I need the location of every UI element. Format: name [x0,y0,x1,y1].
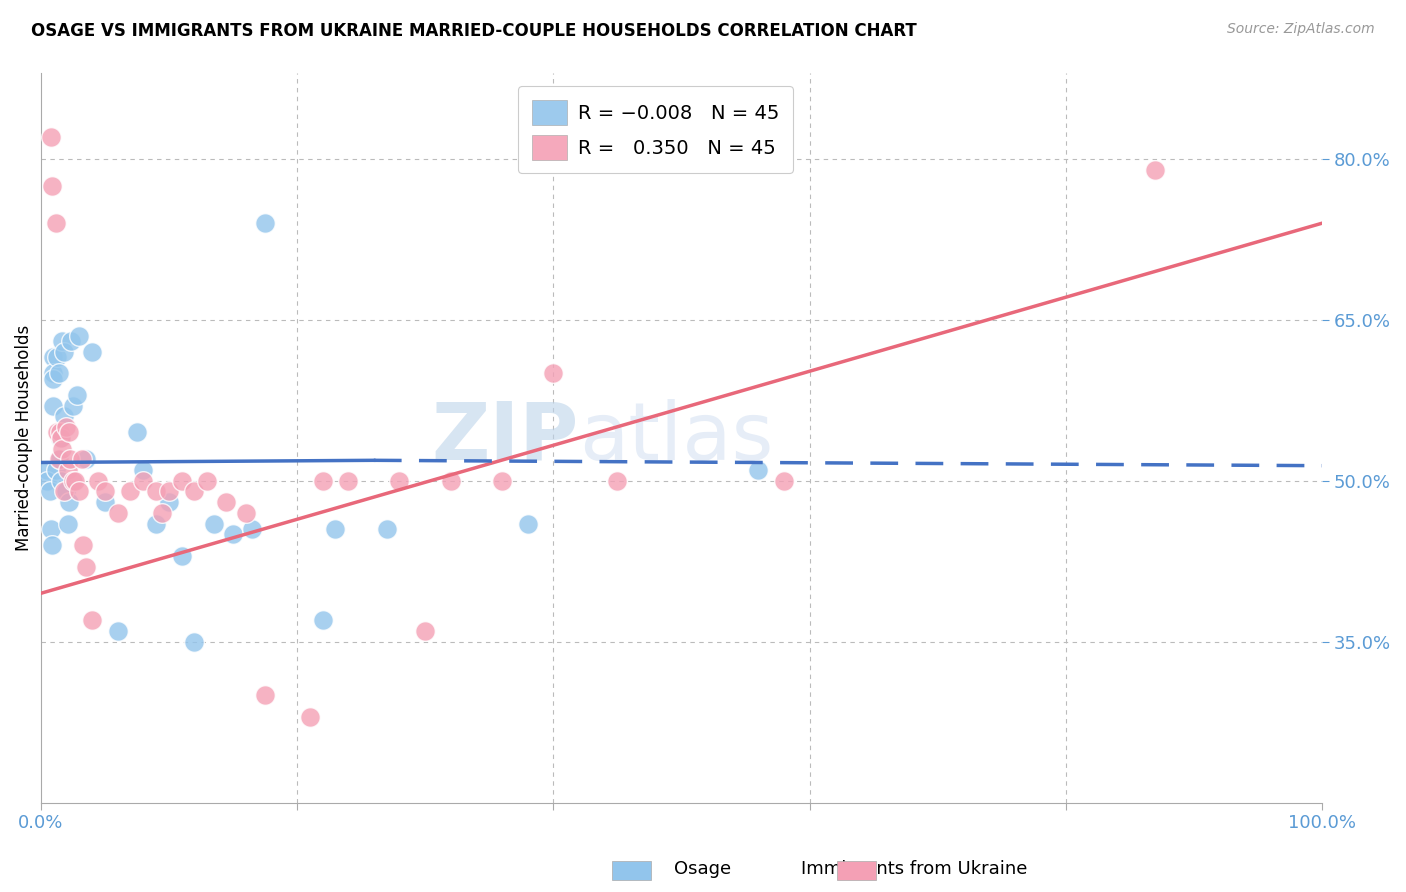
Point [325,522,347,536]
Point [375,522,398,536]
Point [35,463,58,477]
Point [107,624,129,638]
Point [48,367,70,381]
Text: Source: ZipAtlas.com: Source: ZipAtlas.com [1227,22,1375,37]
Point [747,463,769,477]
Point [75,452,97,467]
Point [311,613,333,627]
Point [60,334,83,349]
Point [72,538,94,552]
Text: OSAGE VS IMMIGRANTS FROM UKRAINE MARRIED-COUPLE HOUSEHOLDS CORRELATION CHART: OSAGE VS IMMIGRANTS FROM UKRAINE MARRIED… [31,22,917,40]
Point [183,634,205,648]
Point [773,474,796,488]
Point [253,688,276,702]
Point [157,495,180,509]
Point [93,495,115,509]
Point [41,178,63,193]
Point [58,495,80,509]
Point [38,484,60,499]
Point [56,463,79,477]
Point [311,474,333,488]
Point [541,367,564,381]
Point [87,474,110,488]
Point [58,425,80,440]
Point [145,516,167,531]
Point [55,484,77,499]
Point [42,399,65,413]
Point [51,474,73,488]
Point [298,710,321,724]
Point [516,516,538,531]
Point [49,452,72,467]
Text: ZIP: ZIP [432,399,579,477]
Point [41,538,63,552]
Point [51,431,73,445]
Point [132,474,155,488]
Point [67,484,90,499]
Point [46,425,69,440]
Text: Immigrants from Ukraine: Immigrants from Ukraine [800,860,1028,878]
Point [51,334,73,349]
Point [120,484,142,499]
Point [107,506,129,520]
Point [93,484,115,499]
Point [80,613,103,627]
Point [388,474,411,488]
Point [59,452,82,467]
Point [491,474,513,488]
Point [152,506,174,520]
Point [35,474,58,488]
Point [42,351,65,365]
Point [606,474,628,488]
Point [170,474,193,488]
Point [215,495,238,509]
Point [157,484,180,499]
Point [45,463,67,477]
Y-axis label: Married-couple Households: Married-couple Households [15,325,32,551]
Point [253,216,276,230]
Point [39,130,62,145]
Point [56,516,79,531]
Point [65,474,87,488]
Point [413,624,436,638]
Point [240,522,263,536]
Point [45,216,67,230]
Point [195,474,218,488]
Point [183,484,205,499]
Point [65,388,87,402]
Point [440,474,463,488]
Point [55,420,77,434]
Point [202,516,225,531]
Point [62,474,84,488]
Point [1144,162,1167,177]
Point [125,425,148,440]
Point [62,399,84,413]
Point [49,431,72,445]
Point [52,409,75,424]
Point [337,474,360,488]
Point [49,425,72,440]
Point [46,351,69,365]
Point [48,452,70,467]
Point [235,506,257,520]
Point [70,452,93,467]
Point [51,442,73,456]
Point [145,484,167,499]
Point [132,463,155,477]
Point [53,484,76,499]
Text: Osage: Osage [675,860,731,878]
Point [42,372,65,386]
Point [39,522,62,536]
Point [42,367,65,381]
Point [170,549,193,563]
Point [75,559,97,574]
Point [67,329,90,343]
Point [52,345,75,359]
Point [222,527,245,541]
Text: atlas: atlas [579,399,773,477]
Legend: R = −0.008   N = 45, R =   0.350   N = 45: R = −0.008 N = 45, R = 0.350 N = 45 [517,87,793,173]
Point [52,484,75,499]
Point [80,345,103,359]
